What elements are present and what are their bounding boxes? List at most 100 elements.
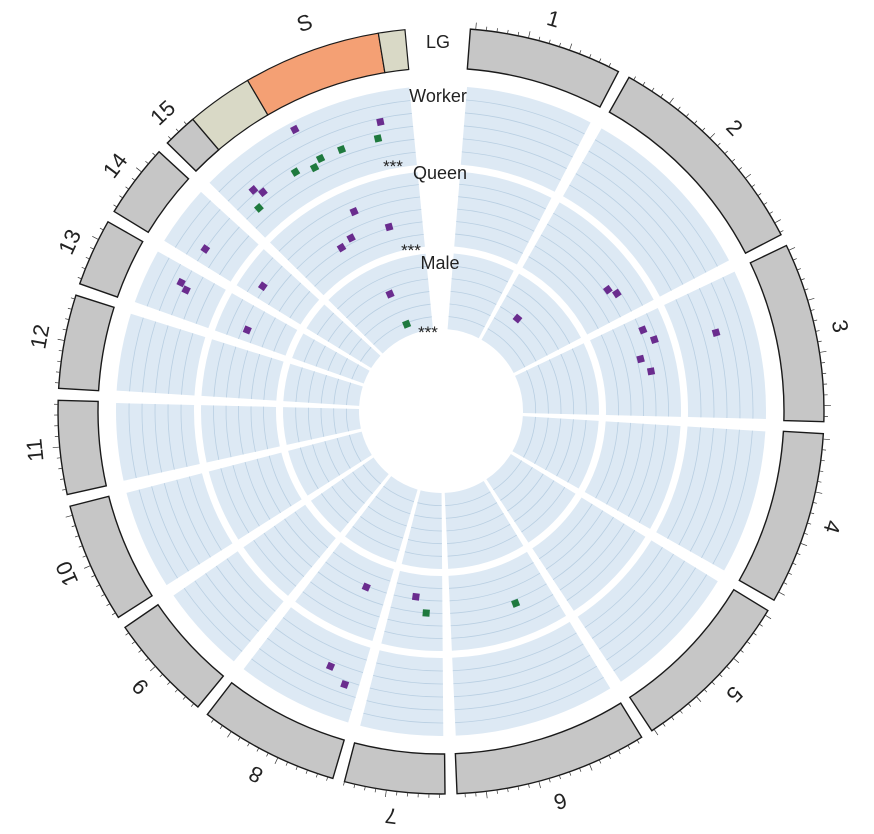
tick-mark	[58, 339, 65, 340]
tick-mark	[316, 774, 317, 778]
tick-mark	[769, 212, 772, 214]
tick-mark	[702, 128, 705, 131]
tick-mark	[823, 439, 830, 440]
tick-mark	[815, 492, 822, 493]
tick-mark	[654, 729, 658, 735]
lg-number-label: 1	[544, 5, 563, 32]
tick-mark	[238, 737, 240, 740]
tick-mark	[775, 220, 781, 223]
tick-mark	[90, 247, 94, 249]
tick-mark	[267, 753, 269, 757]
lg-number-label: 7	[384, 803, 399, 829]
queen-significance: ***	[401, 241, 421, 260]
tick-mark	[145, 658, 148, 661]
lg-number-label: 9	[127, 674, 154, 700]
marker-purple	[412, 593, 420, 601]
tick-mark	[75, 536, 79, 537]
tick-mark	[248, 743, 250, 746]
tick-mark	[717, 143, 720, 146]
tick-mark	[275, 758, 278, 764]
track-wedge-worker-11	[116, 403, 200, 481]
tick-mark	[486, 791, 487, 798]
tick-mark	[739, 167, 742, 170]
tick-mark	[72, 526, 76, 527]
male-significance: ***	[418, 323, 438, 342]
tick-mark	[184, 122, 187, 125]
tick-mark	[821, 363, 825, 364]
tick-mark	[819, 351, 826, 352]
tick-mark	[569, 44, 571, 51]
marker-purple	[647, 367, 655, 375]
tick-mark	[139, 650, 142, 652]
tick-mark	[712, 682, 715, 685]
tick-mark	[296, 766, 298, 770]
tick-mark	[257, 748, 259, 752]
tick-mark	[528, 31, 530, 38]
tick-mark	[734, 658, 739, 663]
lg-number-label: 10	[50, 557, 83, 589]
tick-mark	[696, 697, 701, 702]
tick-mark	[793, 259, 797, 261]
tick-mark	[669, 98, 673, 104]
tracks-layer	[116, 87, 766, 736]
worker-significance: ***	[383, 157, 403, 176]
tick-mark	[114, 205, 117, 207]
tick-mark	[53, 447, 60, 448]
lg-number-label: 12	[25, 322, 54, 351]
tick-mark	[66, 515, 73, 517]
tick-mark	[343, 782, 344, 786]
lg-number-label: 2	[721, 114, 747, 140]
tick-mark	[168, 136, 171, 139]
tick-mark	[589, 54, 591, 58]
tick-mark	[84, 566, 90, 569]
tick-mark	[609, 63, 611, 67]
tick-mark	[745, 174, 751, 178]
tick-mark	[126, 633, 129, 635]
tick-mark	[220, 726, 222, 729]
tick-mark	[643, 82, 645, 85]
tick-mark	[107, 604, 110, 606]
tick-mark	[145, 161, 148, 164]
queen-track-label: Queen	[413, 163, 467, 183]
tick-mark	[82, 267, 86, 268]
tick-mark	[694, 121, 697, 124]
lg-label: LG	[426, 32, 450, 52]
tick-mark	[758, 193, 761, 195]
tick-mark	[740, 650, 743, 652]
track-wedge-queen-11	[201, 405, 280, 462]
ideogram-lg-12	[59, 295, 114, 390]
tick-mark	[354, 784, 355, 788]
tick-mark	[63, 329, 67, 330]
s-label: S	[293, 9, 315, 38]
ideogram-lg-7	[344, 743, 445, 794]
marker-purple	[376, 118, 384, 126]
tick-mark	[153, 153, 156, 156]
tick-mark	[663, 723, 665, 726]
tick-mark	[306, 770, 307, 774]
tick-mark	[752, 185, 755, 187]
tick-mark	[150, 666, 155, 671]
tick-mark	[788, 573, 792, 575]
tick-mark	[78, 277, 82, 278]
male-track-label: Male	[420, 253, 459, 273]
lg-number-label: 14	[98, 148, 133, 183]
tick-mark	[688, 704, 691, 707]
tick-mark	[661, 94, 663, 97]
tick-mark	[191, 704, 194, 707]
tick-mark	[680, 710, 682, 713]
tick-mark	[628, 745, 630, 748]
ideogram-lg-13	[80, 222, 143, 297]
tick-mark	[637, 740, 639, 743]
lg-number-label: 5	[721, 681, 747, 707]
tick-mark	[160, 674, 163, 677]
ideogram-lg-11	[58, 400, 106, 494]
tick-mark	[747, 642, 750, 644]
tick-mark	[704, 689, 707, 692]
tick-mark	[227, 731, 231, 737]
tick-mark	[779, 592, 785, 595]
tick-mark	[539, 37, 540, 41]
tick-mark	[211, 719, 213, 722]
tick-mark	[86, 257, 90, 259]
